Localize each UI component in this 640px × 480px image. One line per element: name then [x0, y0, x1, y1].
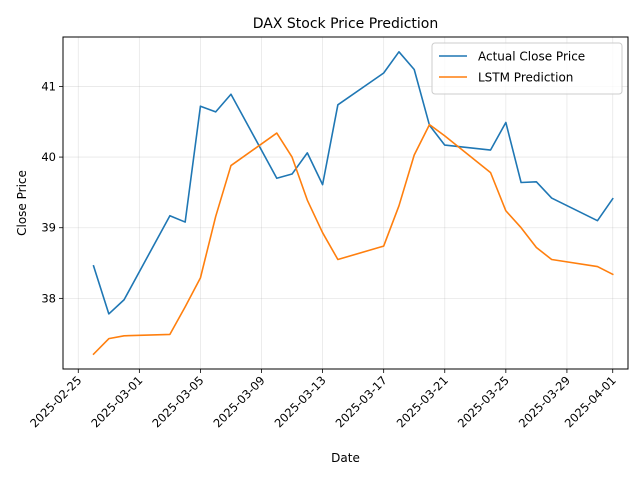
legend-box: [431, 42, 623, 95]
series-lines: [92, 51, 614, 356]
x-axis-label: Date: [331, 451, 360, 465]
chart-title: DAX Stock Price Prediction: [253, 16, 439, 32]
y-tick-label: 40: [41, 150, 56, 164]
series-line-lstm: [92, 123, 614, 356]
y-axis-label: Close Price: [15, 170, 29, 236]
y-axis-ticks: 38 39 40 41: [41, 79, 63, 305]
y-tick-label: 39: [41, 221, 56, 235]
series-line-actual: [92, 51, 614, 315]
legend: Actual Close Price LSTM Prediction: [431, 42, 623, 95]
legend-label-actual: Actual Close Price: [478, 50, 585, 64]
legend-label-lstm: LSTM Prediction: [478, 71, 573, 85]
y-tick-label: 38: [41, 291, 56, 305]
y-tick-label: 41: [41, 79, 56, 93]
plot-frame: [62, 36, 629, 370]
